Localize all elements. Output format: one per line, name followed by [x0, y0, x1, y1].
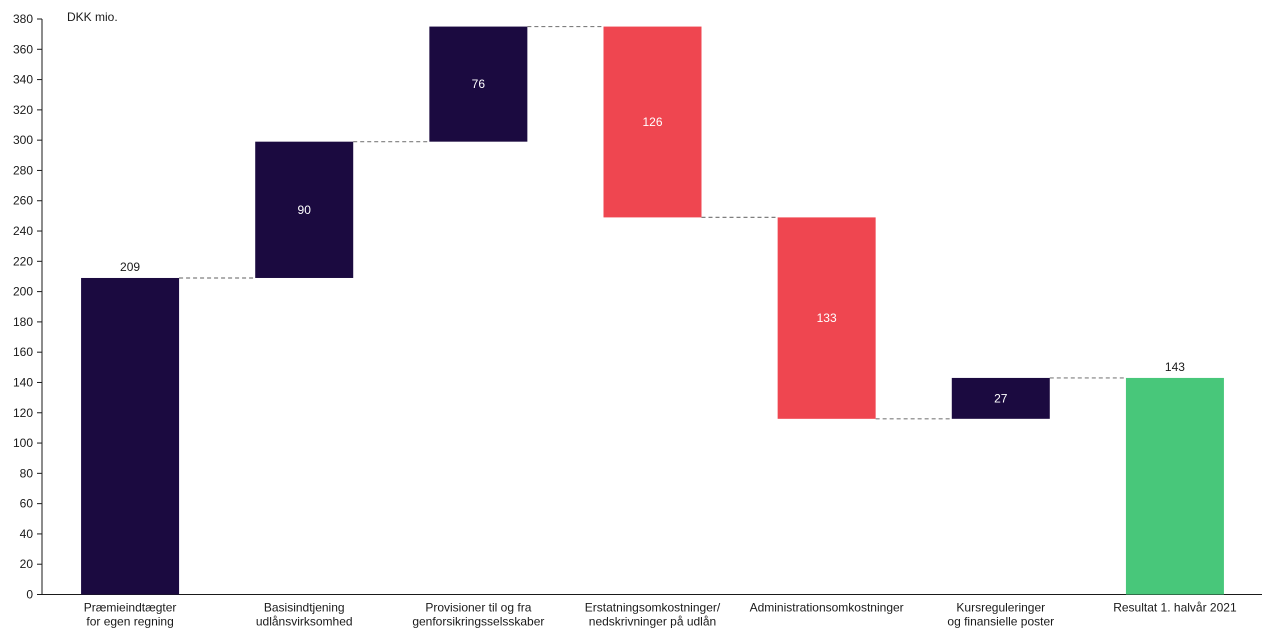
unit-label: DKK mio.: [67, 10, 118, 24]
category-label: genforsikringsselsskaber: [412, 615, 544, 629]
y-axis: 0 20 40 60 80 100 120 140 160 180 200 220 240 260 280 3…: [13, 12, 1262, 602]
y-tick-label: 200: [13, 285, 33, 299]
category-label: udlånsvirksomhed: [256, 615, 353, 629]
category-label: Kursreguleringer: [956, 601, 1045, 615]
category-label: Provisioner til og fra: [425, 601, 531, 615]
category-label: Resultat 1. halvår 2021: [1113, 601, 1237, 615]
category-label: Præmieindtægter: [84, 601, 177, 615]
bar: [1125, 377, 1224, 595]
y-tick-label: 160: [13, 345, 33, 359]
y-tick-label: 0: [26, 588, 33, 602]
connector-lines: [179, 25, 1126, 420]
bars: [81, 26, 1224, 595]
y-tick-label: 40: [20, 527, 34, 541]
bar-value-label: 143: [1165, 360, 1185, 374]
y-tick-label: 300: [13, 133, 33, 147]
category-label: og finansielle poster: [947, 615, 1054, 629]
bar-value-label: 133: [817, 311, 837, 325]
bar: [777, 217, 876, 419]
bar-value-label: 27: [994, 391, 1008, 405]
y-tick-label: 280: [13, 163, 33, 177]
y-tick-label: 140: [13, 375, 33, 389]
bar: [255, 141, 354, 278]
y-tick-label: 240: [13, 224, 33, 238]
bar-value-label: 76: [472, 77, 486, 91]
category-label: for egen regning: [86, 615, 173, 629]
bar: [603, 26, 702, 218]
y-tick-label: 100: [13, 436, 33, 450]
bar-value-label: 126: [642, 115, 662, 129]
category-label: Erstatningsomkostninger/: [585, 601, 721, 615]
bar: [81, 277, 180, 595]
bar-value-label: 90: [298, 203, 312, 217]
y-tick-label: 120: [13, 406, 33, 420]
y-tick-label: 60: [20, 497, 34, 511]
category-label: Basisindtjening: [264, 601, 345, 615]
y-tick-label: 80: [20, 466, 34, 480]
bar: [951, 377, 1050, 419]
y-tick-label: 220: [13, 254, 33, 268]
y-tick-label: 260: [13, 194, 33, 208]
y-tick-label: 380: [13, 12, 33, 26]
category-label: Administrationsomkostninger: [750, 601, 904, 615]
y-tick-label: 340: [13, 73, 33, 87]
bar-value-label: 209: [120, 260, 140, 274]
y-tick-label: 180: [13, 315, 33, 329]
y-tick-label: 20: [20, 557, 34, 571]
category-label: nedskrivninger på udlån: [589, 615, 716, 629]
y-tick-label: 360: [13, 42, 33, 56]
y-tick-label: 320: [13, 103, 33, 117]
bar: [429, 26, 528, 142]
